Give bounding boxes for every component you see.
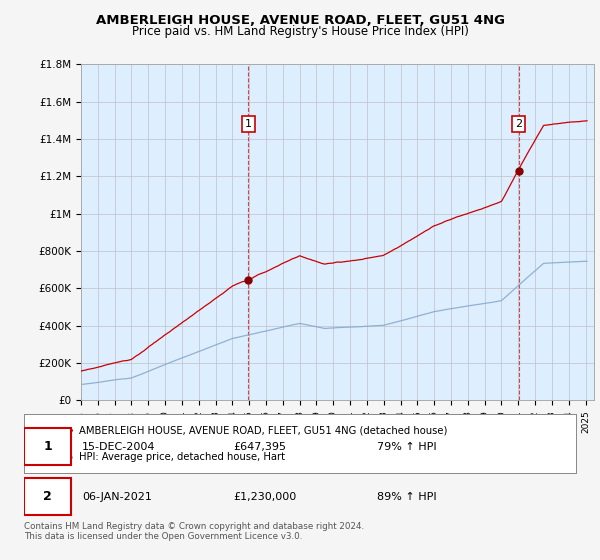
Text: AMBERLEIGH HOUSE, AVENUE ROAD, FLEET, GU51 4NG: AMBERLEIGH HOUSE, AVENUE ROAD, FLEET, GU… xyxy=(95,14,505,27)
Text: Contains HM Land Registry data © Crown copyright and database right 2024.
This d: Contains HM Land Registry data © Crown c… xyxy=(24,522,364,542)
Text: £647,395: £647,395 xyxy=(234,442,287,452)
Text: 1: 1 xyxy=(245,119,252,129)
Text: 15-DEC-2004: 15-DEC-2004 xyxy=(82,442,155,452)
Text: Price paid vs. HM Land Registry's House Price Index (HPI): Price paid vs. HM Land Registry's House … xyxy=(131,25,469,38)
FancyBboxPatch shape xyxy=(24,478,71,515)
Text: 1: 1 xyxy=(43,440,52,454)
Text: 2: 2 xyxy=(515,119,522,129)
Text: 06-JAN-2021: 06-JAN-2021 xyxy=(82,492,152,502)
Text: HPI: Average price, detached house, Hart: HPI: Average price, detached house, Hart xyxy=(79,452,285,463)
Text: AMBERLEIGH HOUSE, AVENUE ROAD, FLEET, GU51 4NG (detached house): AMBERLEIGH HOUSE, AVENUE ROAD, FLEET, GU… xyxy=(79,425,448,435)
Text: 89% ↑ HPI: 89% ↑ HPI xyxy=(377,492,437,502)
Text: 2: 2 xyxy=(43,490,52,503)
Text: £1,230,000: £1,230,000 xyxy=(234,492,297,502)
Text: 79% ↑ HPI: 79% ↑ HPI xyxy=(377,442,437,452)
FancyBboxPatch shape xyxy=(24,428,71,465)
